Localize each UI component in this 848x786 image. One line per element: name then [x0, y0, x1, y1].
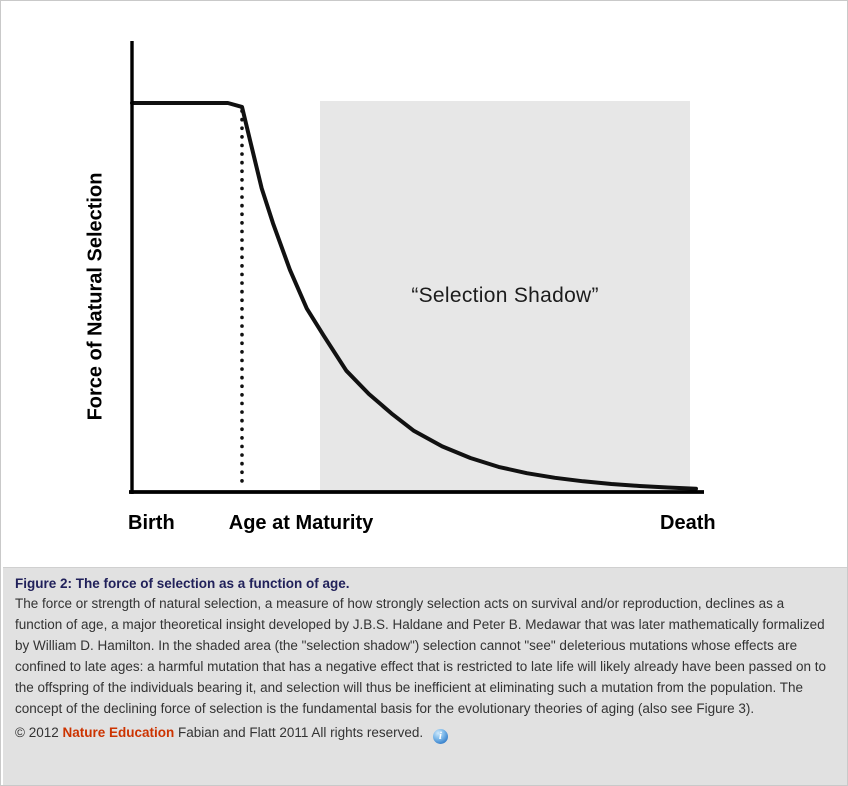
figure-caption: Figure 2: The force of selection as a fu…: [3, 567, 847, 785]
caption-title: Figure 2: The force of selection as a fu…: [15, 576, 350, 591]
force-curve: [130, 101, 698, 491]
plot-canvas: [129, 41, 704, 494]
x-tick-birth: Birth: [128, 512, 175, 534]
selection-shadow-region: [319, 101, 691, 493]
copyright-line: © 2012 Nature Education Fabian and Flatt…: [15, 725, 835, 744]
copyright-prefix: © 2012: [15, 724, 59, 740]
y-axis-label: Force of Natural Selection: [84, 172, 107, 421]
x-tick-death: Death: [660, 512, 716, 534]
x-tick-age-at-maturity: Age at Maturity: [228, 512, 374, 534]
copyright-suffix: Fabian and Flatt 2011 All rights reserve…: [178, 724, 424, 740]
info-icon[interactable]: i: [432, 728, 448, 744]
nature-education-link[interactable]: Nature Education: [62, 724, 175, 740]
force-of-selection-figure: “Selection Shadow” Force of Natural Sele…: [1, 1, 847, 567]
selection-shadow-label: “Selection Shadow”: [411, 284, 599, 307]
caption-body: The force or strength of natural selecti…: [15, 596, 826, 716]
